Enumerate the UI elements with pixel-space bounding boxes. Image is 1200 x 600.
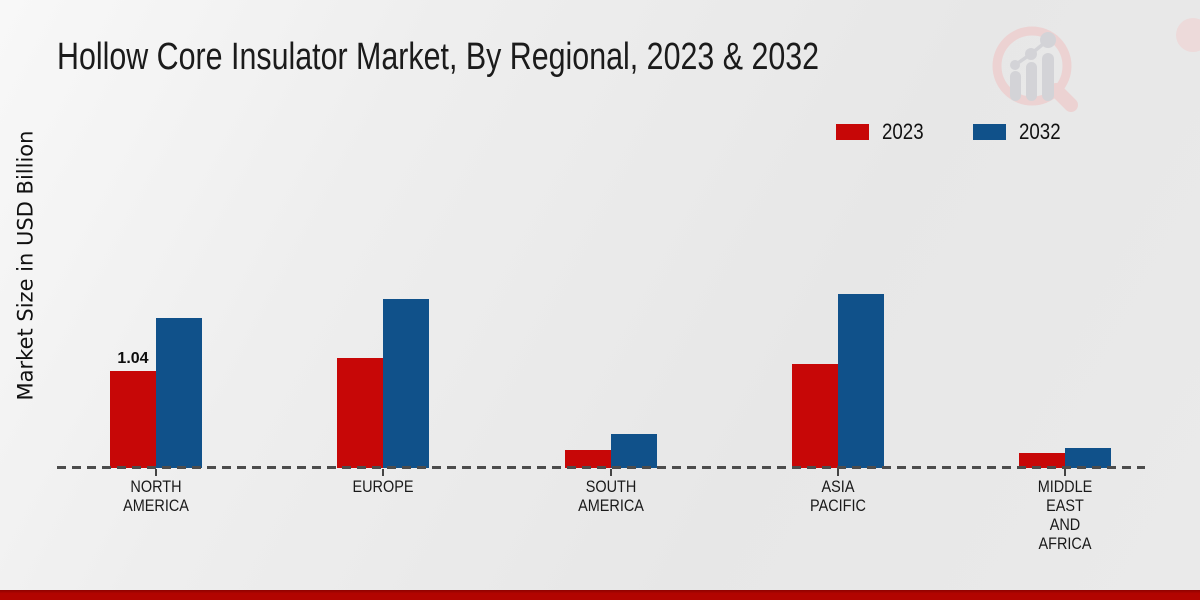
bar-2032-europe <box>383 299 429 468</box>
chart-title: Hollow Core Insulator Market, By Regiona… <box>57 36 820 78</box>
category-label-north-america: NORTH AMERICA <box>123 477 189 515</box>
axis-tick-asia-pacific <box>837 469 839 476</box>
bar-2023-asia-pacific <box>792 364 838 468</box>
legend-item-2023: 2023 <box>836 119 931 145</box>
footer-accent-bar <box>0 590 1200 600</box>
category-label-south-america: SOUTH AMERICA <box>578 477 644 515</box>
category-label-middle-east-and-africa: MIDDLE EAST AND AFRICA <box>1037 477 1093 553</box>
axis-tick-middle-east-and-africa <box>1064 469 1066 476</box>
axis-tick-north-america <box>155 469 157 476</box>
bar-2023-north-america <box>110 371 156 468</box>
bar-2023-south-america <box>565 450 611 468</box>
bar-2032-south-america <box>611 434 657 468</box>
legend-swatch-2023 <box>836 124 869 140</box>
category-label-europe: EUROPE <box>352 477 414 496</box>
category-label-asia-pacific: ASIA PACIFIC <box>810 477 866 515</box>
legend-item-2032: 2032 <box>972 119 1068 145</box>
corner-decoration <box>1176 18 1200 52</box>
legend-swatch-2032 <box>972 124 1006 140</box>
legend-label-2023: 2023 <box>882 119 924 144</box>
y-axis-label: Market Size in USD Billion <box>13 130 38 401</box>
bar-2032-north-america <box>156 318 202 468</box>
legend-label-2032: 2032 <box>1018 119 1061 144</box>
bar-2032-middle-east-and-africa <box>1065 448 1111 468</box>
bar-2023-middle-east-and-africa <box>1019 453 1065 468</box>
x-axis-baseline <box>57 466 1145 469</box>
bar-2032-asia-pacific <box>838 294 884 468</box>
bar-2023-europe <box>337 358 383 468</box>
axis-tick-south-america <box>610 469 612 476</box>
market-research-watermark-logo <box>992 26 1078 112</box>
axis-tick-europe <box>382 469 384 476</box>
value-label-2023-north-america: 1.04 <box>117 350 149 367</box>
legend: 2023 2032 <box>836 119 1068 145</box>
